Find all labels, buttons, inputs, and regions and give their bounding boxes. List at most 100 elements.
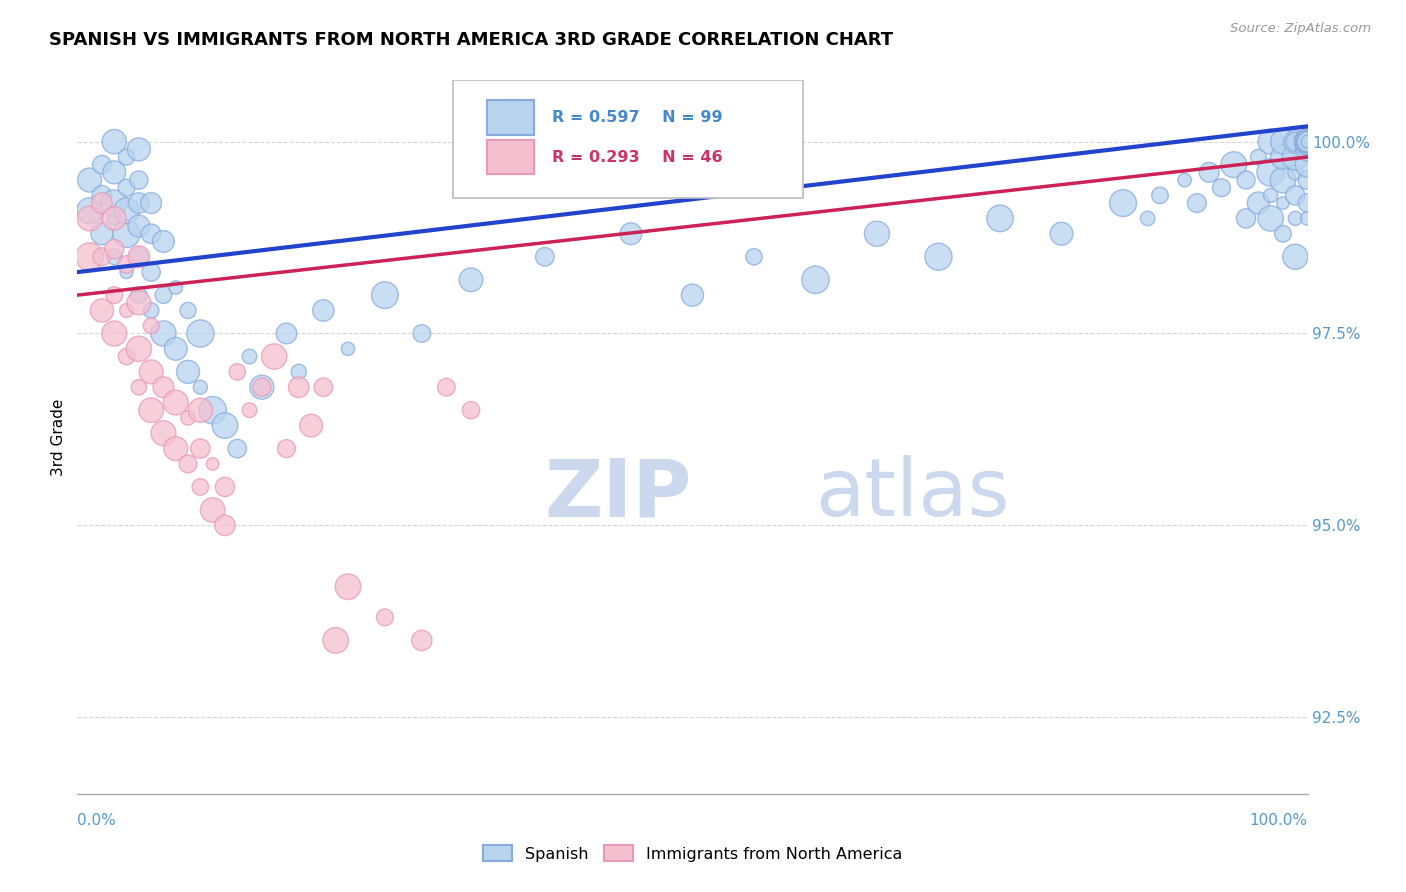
Point: [374, 610, 396, 624]
Point: [165, 395, 187, 409]
Point: [1296, 135, 1319, 149]
Point: [165, 442, 187, 456]
Point: [103, 211, 125, 226]
Point: [141, 318, 163, 333]
Point: [1272, 135, 1295, 149]
Point: [128, 295, 150, 310]
Point: [1247, 150, 1270, 164]
Point: [804, 273, 827, 287]
Point: [1234, 211, 1257, 226]
Text: 0.0%: 0.0%: [77, 814, 117, 828]
Point: [988, 211, 1011, 226]
Point: [141, 227, 163, 241]
Point: [128, 288, 150, 302]
Point: [115, 265, 138, 279]
Point: [928, 250, 950, 264]
Point: [90, 303, 114, 318]
Point: [201, 403, 224, 417]
Point: [337, 342, 360, 356]
Point: [411, 633, 433, 648]
Point: [115, 180, 138, 194]
Point: [128, 380, 150, 394]
Point: [1272, 173, 1295, 187]
Point: [90, 188, 114, 202]
Point: [90, 227, 114, 241]
Point: [214, 480, 236, 494]
Point: [1296, 196, 1319, 211]
Text: R = 0.597    N = 99: R = 0.597 N = 99: [553, 110, 723, 125]
Point: [115, 303, 138, 318]
Point: [188, 326, 212, 341]
Point: [1284, 165, 1306, 179]
Point: [1296, 135, 1319, 149]
Point: [141, 265, 163, 279]
Point: [411, 326, 433, 341]
Text: atlas: atlas: [815, 455, 1010, 533]
Point: [239, 350, 262, 364]
Bar: [486, 100, 534, 135]
Point: [141, 303, 163, 318]
Point: [1272, 150, 1295, 164]
Point: [177, 365, 200, 379]
Point: [250, 380, 273, 394]
Point: [1260, 211, 1282, 226]
Point: [103, 288, 125, 302]
Text: 100.0%: 100.0%: [1250, 814, 1308, 828]
Point: [201, 503, 224, 517]
Point: [263, 350, 285, 364]
Point: [1050, 227, 1073, 241]
Point: [152, 288, 174, 302]
Point: [214, 518, 236, 533]
Point: [1260, 188, 1282, 202]
Point: [276, 442, 298, 456]
Point: [141, 365, 163, 379]
Point: [201, 457, 224, 471]
Point: [103, 135, 125, 149]
Point: [188, 380, 212, 394]
Point: [866, 227, 889, 241]
Point: [1260, 165, 1282, 179]
Point: [1284, 250, 1306, 264]
Point: [188, 442, 212, 456]
Point: [79, 250, 101, 264]
Point: [103, 211, 125, 226]
Point: [1223, 158, 1246, 172]
Point: [1284, 211, 1306, 226]
Point: [1296, 211, 1319, 226]
Point: [1185, 196, 1208, 211]
Point: [1284, 135, 1306, 149]
Point: [128, 196, 150, 211]
Point: [103, 165, 125, 179]
Point: [1284, 188, 1306, 202]
Point: [1234, 173, 1257, 187]
Point: [165, 342, 187, 356]
Point: [1198, 165, 1220, 179]
Point: [276, 326, 298, 341]
Point: [239, 403, 262, 417]
Point: [1296, 135, 1319, 149]
Point: [1296, 135, 1319, 149]
Point: [90, 250, 114, 264]
Point: [188, 403, 212, 417]
Point: [1260, 135, 1282, 149]
Point: [115, 203, 138, 218]
Point: [460, 403, 482, 417]
Point: [682, 288, 704, 302]
Text: ZIP: ZIP: [546, 455, 692, 533]
Bar: [486, 140, 534, 175]
Point: [250, 380, 273, 394]
Point: [188, 480, 212, 494]
Point: [1296, 135, 1319, 149]
Point: [103, 326, 125, 341]
Point: [226, 442, 249, 456]
Legend: Spanish, Immigrants from North America: Spanish, Immigrants from North America: [477, 838, 908, 868]
Point: [1136, 211, 1159, 226]
Point: [1149, 188, 1171, 202]
Point: [103, 196, 125, 211]
Point: [141, 403, 163, 417]
Point: [141, 196, 163, 211]
Point: [374, 288, 396, 302]
Point: [214, 418, 236, 433]
Point: [128, 219, 150, 233]
Point: [1296, 158, 1319, 172]
